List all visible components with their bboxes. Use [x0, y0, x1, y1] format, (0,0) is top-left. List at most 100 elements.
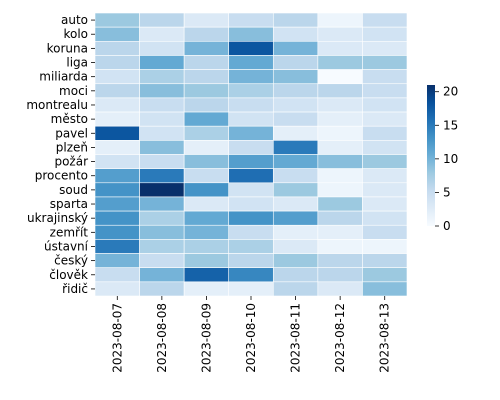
x-tick-label: 2023-08-12 — [333, 303, 347, 373]
heatmap-cell — [362, 196, 408, 212]
heatmap-cell — [362, 168, 408, 184]
heatmap-cell — [317, 12, 363, 28]
heatmap-cell — [183, 239, 230, 254]
heatmap-cell — [317, 69, 363, 85]
heatmap-cell — [362, 154, 408, 169]
x-axis-tick-labels: 2023-08-07 2023-08-08 2023-08-09 2023-08-10… — [110, 296, 392, 373]
heatmap-cell — [183, 281, 230, 297]
heatmap-cell — [94, 140, 140, 155]
heatmap-cell — [139, 281, 185, 297]
heatmap-cell — [139, 12, 185, 28]
heatmap-cell — [139, 267, 185, 283]
heatmap-cell — [362, 40, 408, 56]
colorbar-ticks: 0 5 10 15 20 — [435, 85, 458, 233]
heatmap-cell — [94, 239, 140, 254]
heatmap-cell — [272, 182, 319, 198]
colorbar: 0 5 10 15 20 — [427, 85, 458, 233]
y-tick-label: soud — [59, 183, 88, 197]
heatmap-cell — [272, 69, 319, 85]
heatmap-cell — [94, 12, 140, 28]
heatmap-cell — [183, 196, 230, 212]
heatmap-cell — [94, 83, 140, 99]
heatmap-cell — [362, 281, 408, 297]
heatmap-cell — [183, 210, 230, 226]
heatmap-cell — [272, 224, 319, 240]
heatmap-cell — [362, 97, 408, 113]
y-tick-label: pavel — [55, 126, 88, 140]
heatmap-cell — [228, 26, 274, 42]
heatmap-cell — [228, 239, 274, 254]
heatmap-cell — [228, 12, 274, 28]
heatmap-cell — [228, 253, 274, 269]
x-tick-label: 2023-08-13 — [378, 303, 392, 373]
heatmap-cell — [94, 40, 140, 56]
heatmap-cell — [317, 140, 363, 155]
heatmap-cell — [94, 69, 140, 85]
heatmap-cell — [317, 239, 363, 254]
heatmap-cell — [139, 140, 185, 155]
y-tick-label: zemřít — [50, 225, 89, 239]
y-tick-label: miliarda — [39, 70, 88, 84]
heatmap-cell — [94, 125, 140, 141]
heatmap-cell — [183, 140, 230, 155]
heatmap-cell — [183, 12, 230, 28]
heatmap-cell — [272, 239, 319, 254]
heatmap-cell — [362, 224, 408, 240]
heatmap-cell — [362, 182, 408, 198]
heatmap-cell — [183, 111, 230, 127]
heatmap-cell — [362, 83, 408, 99]
heatmap-cell — [139, 154, 185, 169]
heatmap-cell — [94, 154, 140, 169]
heatmap-cell — [272, 26, 319, 42]
y-tick-label: ústavní — [44, 239, 89, 253]
heatmap-cell — [228, 210, 274, 226]
heatmap-cell — [183, 253, 230, 269]
heatmap-cell — [94, 182, 140, 198]
heatmap-cell — [272, 55, 319, 70]
heatmap-cell — [228, 281, 274, 297]
heatmap-cell — [183, 83, 230, 99]
heatmap-cell — [317, 182, 363, 198]
heatmap-cells — [94, 12, 408, 297]
colorbar-tick-label: 15 — [443, 118, 458, 132]
heatmap-cell — [317, 125, 363, 141]
y-tick-label: liga — [66, 56, 88, 70]
colorbar-tick-label: 0 — [443, 219, 451, 233]
y-tick-label: ukrajinský — [27, 211, 88, 225]
heatmap-cell — [183, 125, 230, 141]
heatmap-cell — [228, 224, 274, 240]
heatmap-cell — [139, 125, 185, 141]
x-tick-label: 2023-08-08 — [155, 303, 169, 373]
colorbar-tick-label: 5 — [443, 185, 451, 199]
y-tick-label: člověk — [49, 268, 88, 282]
heatmap-cell — [362, 12, 408, 28]
y-tick-label: požár — [54, 155, 88, 169]
heatmap-cell — [94, 26, 140, 42]
colorbar-gradient — [427, 85, 435, 226]
heatmap-cell — [228, 168, 274, 184]
heatmap-cell — [183, 26, 230, 42]
heatmap-cell — [362, 140, 408, 155]
heatmap-cell — [139, 224, 185, 240]
heatmap-cell — [362, 55, 408, 70]
heatmap-cell — [228, 182, 274, 198]
y-axis-tick-labels: autokolokorunaligamiliardamocimontrealum… — [26, 13, 95, 296]
heatmap-cell — [183, 97, 230, 113]
heatmap-cell — [317, 196, 363, 212]
x-tick-label: 2023-08-10 — [244, 303, 258, 373]
heatmap-cell — [317, 111, 363, 127]
heatmap-cell — [139, 210, 185, 226]
heatmap-cell — [362, 253, 408, 269]
heatmap-cell — [94, 97, 140, 113]
heatmap-cell — [183, 267, 230, 283]
heatmap-cell — [94, 253, 140, 269]
heatmap-cell — [317, 26, 363, 42]
heatmap-cell — [362, 125, 408, 141]
heatmap-cell — [94, 168, 140, 184]
heatmap-cell — [272, 168, 319, 184]
heatmap-cell — [317, 55, 363, 70]
heatmap-cell — [94, 281, 140, 297]
y-tick-label: plzeň — [56, 140, 88, 154]
heatmap-cell — [272, 12, 319, 28]
